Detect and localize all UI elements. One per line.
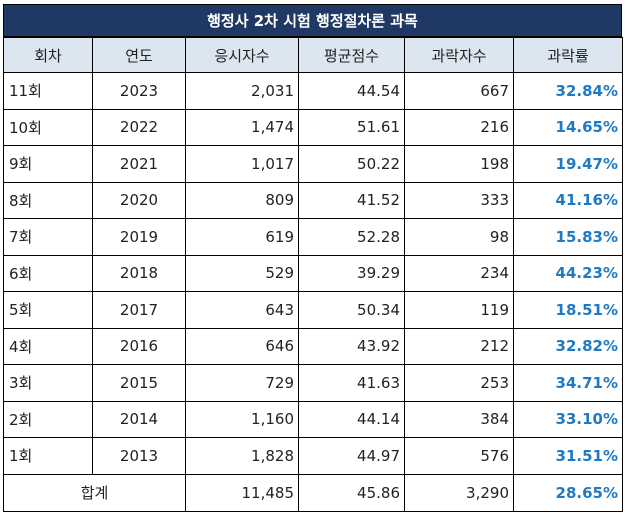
fail-rate-cell: 33.10% <box>513 400 623 438</box>
header-round: 회차 <box>3 37 93 73</box>
fail-count-cell: 234 <box>404 254 514 292</box>
table-title: 행정사 2차 시험 행정절차론 과목 <box>3 4 622 37</box>
table-row: 1회 2013 1,828 44.97 576 31.51% <box>3 437 623 475</box>
fail-count-cell: 333 <box>404 181 514 219</box>
table-row: 4회 2016 646 43.92 212 32.82% <box>3 327 623 365</box>
average-score-cell: 41.63 <box>298 364 405 402</box>
fail-count-cell: 216 <box>404 108 514 146</box>
table-row: 10회 2022 1,474 51.61 216 14.65% <box>3 108 623 146</box>
fail-rate-cell: 14.65% <box>513 108 623 146</box>
header-average-score: 평균점수 <box>298 37 405 73</box>
round-cell: 3회 <box>3 364 93 402</box>
header-applicants: 응시자수 <box>185 37 299 73</box>
applicants-cell: 1,160 <box>185 400 299 438</box>
fail-rate-cell: 19.47% <box>513 145 623 183</box>
round-cell: 7회 <box>3 218 93 256</box>
table-row: 7회 2019 619 52.28 98 15.83% <box>3 218 623 256</box>
average-score-cell: 43.92 <box>298 327 405 365</box>
year-cell: 2023 <box>92 72 186 110</box>
year-cell: 2013 <box>92 437 186 475</box>
year-cell: 2018 <box>92 254 186 292</box>
fail-count-cell: 576 <box>404 437 514 475</box>
average-score-cell: 50.22 <box>298 145 405 183</box>
average-score-cell: 51.61 <box>298 108 405 146</box>
applicants-cell: 619 <box>185 218 299 256</box>
header-year: 연도 <box>92 37 186 73</box>
table-row: 11회 2023 2,031 44.54 667 32.84% <box>3 72 623 110</box>
average-score-cell: 52.28 <box>298 218 405 256</box>
year-cell: 2016 <box>92 327 186 365</box>
applicants-cell: 646 <box>185 327 299 365</box>
total-row: 합계 11,485 45.86 3,290 28.65% <box>3 473 623 512</box>
fail-rate-cell: 41.16% <box>513 181 623 219</box>
fail-rate-cell: 15.83% <box>513 218 623 256</box>
header-fail-count: 과락자수 <box>404 37 514 73</box>
header-fail-rate: 과락률 <box>513 37 623 73</box>
year-cell: 2022 <box>92 108 186 146</box>
total-applicants: 11,485 <box>185 473 299 512</box>
average-score-cell: 50.34 <box>298 291 405 329</box>
year-cell: 2020 <box>92 181 186 219</box>
fail-count-cell: 253 <box>404 364 514 402</box>
year-cell: 2017 <box>92 291 186 329</box>
fail-rate-cell: 18.51% <box>513 291 623 329</box>
round-cell: 8회 <box>3 181 93 219</box>
applicants-cell: 1,474 <box>185 108 299 146</box>
fail-rate-cell: 31.51% <box>513 437 623 475</box>
average-score-cell: 44.54 <box>298 72 405 110</box>
table-row: 9회 2021 1,017 50.22 198 19.47% <box>3 145 623 183</box>
year-cell: 2021 <box>92 145 186 183</box>
applicants-cell: 643 <box>185 291 299 329</box>
table-row: 6회 2018 529 39.29 234 44.23% <box>3 254 623 292</box>
fail-count-cell: 384 <box>404 400 514 438</box>
exam-stats-table-container: 행정사 2차 시험 행정절차론 과목 회차 연도 응시자수 평균점수 과락자수 … <box>3 4 623 512</box>
average-score-cell: 44.14 <box>298 400 405 438</box>
applicants-cell: 1,017 <box>185 145 299 183</box>
applicants-cell: 729 <box>185 364 299 402</box>
table-row: 5회 2017 643 50.34 119 18.51% <box>3 291 623 329</box>
average-score-cell: 41.52 <box>298 181 405 219</box>
table-body: 11회 2023 2,031 44.54 667 32.84% 10회 2022 1,474 51… <box>3 72 623 475</box>
table-row: 2회 2014 1,160 44.14 384 33.10% <box>3 400 623 438</box>
fail-count-cell: 667 <box>404 72 514 110</box>
round-cell: 10회 <box>3 108 93 146</box>
year-cell: 2019 <box>92 218 186 256</box>
average-score-cell: 39.29 <box>298 254 405 292</box>
applicants-cell: 1,828 <box>185 437 299 475</box>
year-cell: 2015 <box>92 364 186 402</box>
fail-rate-cell: 32.82% <box>513 327 623 365</box>
total-fail-count: 3,290 <box>404 473 514 512</box>
table-row: 3회 2015 729 41.63 253 34.71% <box>3 364 623 402</box>
total-fail-rate: 28.65% <box>513 473 623 512</box>
exam-stats-table: 회차 연도 응시자수 평균점수 과락자수 과락률 11회 2023 2,031 44.… <box>3 37 623 512</box>
total-label: 합계 <box>3 473 186 512</box>
fail-count-cell: 212 <box>404 327 514 365</box>
applicants-cell: 809 <box>185 181 299 219</box>
round-cell: 6회 <box>3 254 93 292</box>
average-score-cell: 44.97 <box>298 437 405 475</box>
round-cell: 5회 <box>3 291 93 329</box>
fail-count-cell: 119 <box>404 291 514 329</box>
header-row: 회차 연도 응시자수 평균점수 과락자수 과락률 <box>3 37 623 73</box>
fail-rate-cell: 44.23% <box>513 254 623 292</box>
round-cell: 1회 <box>3 437 93 475</box>
round-cell: 2회 <box>3 400 93 438</box>
fail-rate-cell: 32.84% <box>513 72 623 110</box>
fail-count-cell: 198 <box>404 145 514 183</box>
applicants-cell: 529 <box>185 254 299 292</box>
fail-count-cell: 98 <box>404 218 514 256</box>
round-cell: 4회 <box>3 327 93 365</box>
year-cell: 2014 <box>92 400 186 438</box>
round-cell: 9회 <box>3 145 93 183</box>
applicants-cell: 2,031 <box>185 72 299 110</box>
round-cell: 11회 <box>3 72 93 110</box>
total-average-score: 45.86 <box>298 473 405 512</box>
fail-rate-cell: 34.71% <box>513 364 623 402</box>
table-row: 8회 2020 809 41.52 333 41.16% <box>3 181 623 219</box>
